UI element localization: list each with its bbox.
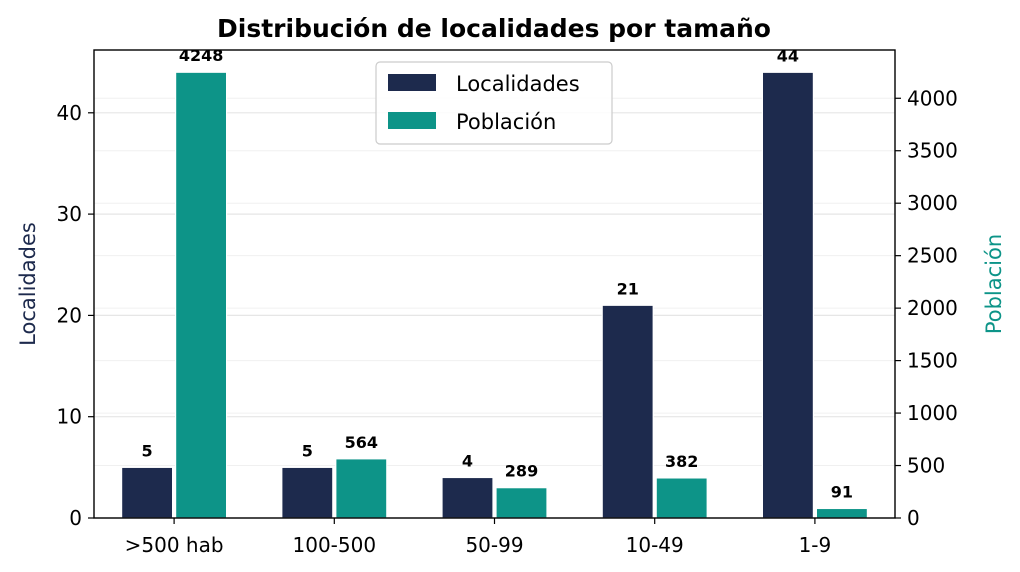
data-label-poblaci-n-0: 4248 (179, 46, 224, 65)
y-right-tick-label: 0 (907, 506, 920, 530)
data-labels: 5 4248 5 564 4 289 21 382 44 91 (142, 46, 854, 501)
bar-poblaci-n-2 (495, 487, 548, 519)
data-label-localidades-0: 5 (142, 441, 153, 460)
y-left-tick-label: 10 (57, 405, 82, 429)
x-tick-label-3: 10-49 (626, 533, 684, 557)
y-left-tick-label: 20 (57, 303, 82, 327)
bar-poblaci-n-0 (175, 71, 228, 519)
data-label-localidades-1: 5 (302, 441, 313, 460)
y-right-tick-label: 3500 (907, 139, 958, 163)
legend: Localidades Población (375, 61, 613, 145)
data-label-poblaci-n-1: 564 (345, 433, 378, 452)
y-right-tick-label: 1500 (907, 349, 958, 373)
y-axis-right-label: Población (982, 234, 1006, 334)
data-label-poblaci-n-2: 289 (505, 462, 538, 481)
legend-swatch-localidades (388, 74, 436, 91)
legend-swatch-poblacion (388, 112, 436, 129)
bar-localidades-4 (761, 71, 815, 519)
axes: >500 hab 100-500 50-99 10-49 1-9 0 10 20 30 40 0 50… (57, 49, 958, 557)
chart-title: Distribución de localidades por tamaño (217, 14, 771, 43)
bar-poblaci-n-4 (815, 507, 869, 519)
x-tick-label-1: 100-500 (293, 533, 377, 557)
data-label-localidades-4: 44 (777, 46, 799, 65)
y-right-tick-label: 2000 (907, 296, 958, 320)
bars (120, 71, 869, 519)
plot-frame (93, 49, 896, 519)
data-label-poblaci-n-3: 382 (665, 452, 698, 471)
y-left-tick-label: 0 (69, 506, 82, 530)
x-tick-label-4: 1-9 (799, 533, 832, 557)
y-left-tick-label: 30 (57, 202, 82, 226)
legend-label-localidades: Localidades (456, 72, 580, 96)
x-tick-label-2: 50-99 (465, 533, 523, 557)
bar-localidades-0 (120, 466, 174, 519)
y-right-tick-label: 500 (907, 454, 945, 478)
bar-poblaci-n-1 (335, 458, 388, 519)
y-right-tick-label: 4000 (907, 86, 958, 110)
x-tick-label-0: >500 hab (125, 533, 224, 557)
bar-poblaci-n-3 (655, 477, 708, 519)
data-label-localidades-2: 4 (462, 451, 473, 470)
data-label-localidades-3: 21 (617, 279, 639, 298)
y-axis-left-label: Localidades (16, 222, 40, 346)
bar-localidades-2 (441, 476, 494, 519)
bar-localidades-1 (281, 466, 334, 519)
y-right-tick-label: 3000 (907, 191, 958, 215)
y-right-tick-label: 1000 (907, 401, 958, 425)
data-label-poblaci-n-4: 91 (831, 482, 853, 501)
legend-label-poblacion: Población (456, 110, 556, 134)
y-left-tick-label: 40 (57, 101, 82, 125)
y-right-tick-label: 2500 (907, 244, 958, 268)
bar-localidades-3 (601, 304, 654, 519)
